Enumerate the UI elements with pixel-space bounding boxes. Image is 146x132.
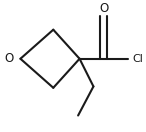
Text: Cl: Cl [133, 54, 143, 64]
Text: O: O [5, 52, 14, 65]
Text: O: O [99, 2, 108, 15]
